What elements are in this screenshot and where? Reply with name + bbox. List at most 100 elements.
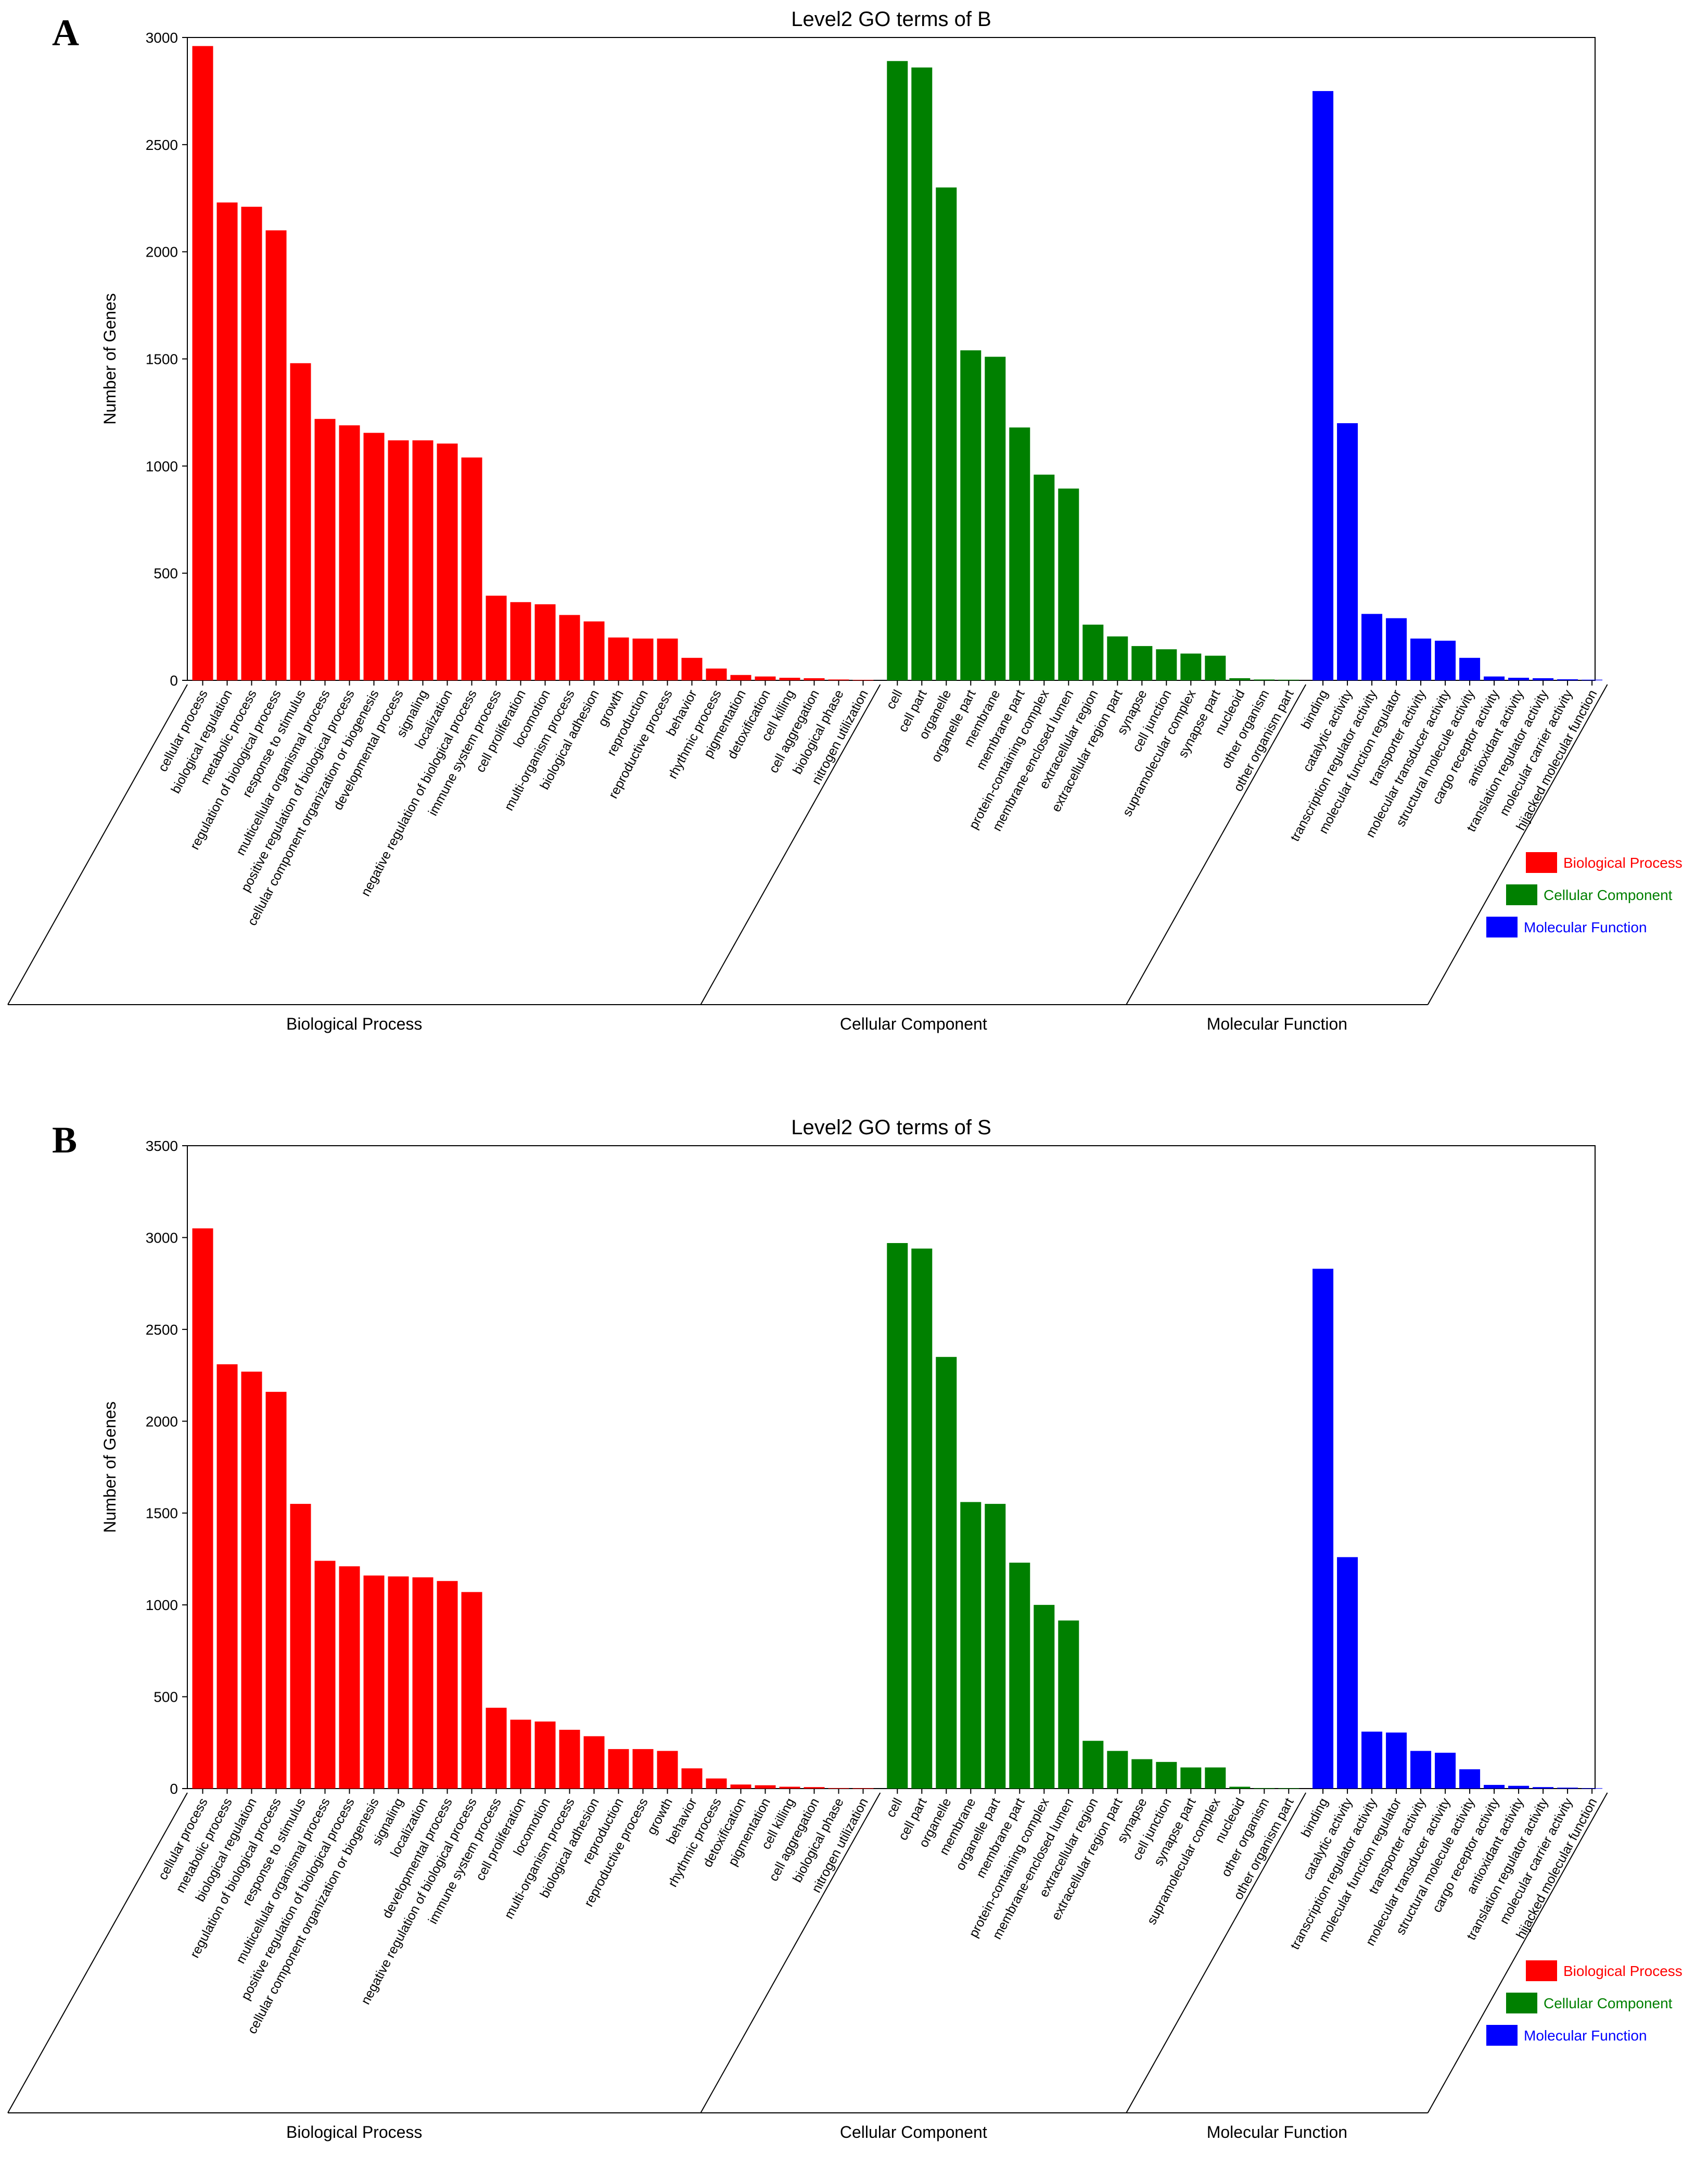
bar-reproduction [632, 638, 654, 680]
group-separator [1427, 1792, 1608, 2113]
bar-synapse [1131, 1759, 1153, 1789]
bar-cell-part [911, 1248, 933, 1789]
bar-behavior [681, 657, 703, 680]
bar-nitrogen-utilization [852, 1788, 874, 1789]
bar-locomotion [534, 604, 556, 680]
bar-locomotion [534, 1721, 556, 1789]
y-tick-label: 2000 [146, 244, 178, 260]
group-separator [7, 1792, 188, 2113]
bar-membrane-part [1009, 427, 1030, 680]
bar-cell-proliferation [510, 602, 531, 680]
bar-membrane-enclosed-lumen [1058, 488, 1079, 680]
group-separator [700, 1792, 881, 2113]
y-tick-label: 3000 [146, 30, 178, 46]
bar-synapse-part [1205, 655, 1226, 680]
bar-cell-part [911, 67, 933, 681]
y-tick-label: 2500 [146, 137, 178, 153]
bar-response-to-stimulus [290, 1504, 311, 1789]
bar-multi-organism-process [559, 1730, 580, 1789]
bar-cell-junction [1156, 1762, 1177, 1789]
group-label-molecular-function: Molecular Function [1207, 1015, 1347, 1033]
bar-catalytic-activity [1337, 423, 1358, 680]
group-label-biological-process: Biological Process [286, 1015, 422, 1033]
legend-swatch-cellular-component [1506, 1993, 1537, 2013]
bar-extracellular-region [1082, 624, 1104, 680]
y-tick-label: 0 [170, 673, 178, 689]
bar-structural-molecule-activity [1459, 1769, 1481, 1789]
group-label-cellular-component: Cellular Component [840, 2123, 987, 2141]
bar-metabolic-process [241, 207, 262, 680]
category-label-cell: cell [883, 688, 905, 712]
y-tick-label: 0 [170, 1781, 178, 1797]
bar-pigmentation [755, 1785, 776, 1789]
bar-nucleoid [1229, 1786, 1251, 1789]
bar-multicellular-organismal-process [314, 1561, 336, 1789]
bar-antioxidant-activity [1508, 1785, 1529, 1789]
bar-developmental-process [388, 440, 409, 680]
bar-supramolecular-complex [1180, 653, 1202, 680]
bar-structural-molecule-activity [1459, 657, 1481, 680]
bar-extracellular-region [1082, 1741, 1104, 1789]
bar-reproductive-process [632, 1749, 654, 1789]
bar-extracellular-region-part [1107, 1751, 1128, 1789]
bar-molecular-carrier-activity [1557, 679, 1578, 680]
bar-other-organism [1254, 1788, 1275, 1789]
bar-other-organism [1254, 679, 1275, 680]
bar-developmental-process [437, 1581, 458, 1789]
bar-cell [887, 1243, 908, 1789]
chart-title: Level2 GO terms of S [791, 1116, 991, 1139]
bar-molecular-carrier-activity [1557, 1788, 1578, 1789]
y-axis-label: Number of Genes [100, 1401, 119, 1533]
bar-cell-aggregation [804, 1787, 825, 1789]
y-tick-label: 1500 [146, 1505, 178, 1522]
bar-extracellular-region-part [1107, 636, 1128, 680]
y-tick-label: 1000 [146, 458, 178, 474]
y-tick-label: 500 [154, 565, 178, 581]
bar-metabolic-process [216, 1364, 238, 1789]
bar-signaling [388, 1576, 409, 1789]
bar-growth [657, 1751, 678, 1789]
y-tick-label: 1000 [146, 1597, 178, 1613]
bar-biological-adhesion [583, 1736, 605, 1789]
bar-transcription-regulator-activity [1361, 1731, 1383, 1789]
bar-hijacked-molecular-function [1582, 1788, 1603, 1789]
bar-biological-phase [828, 1788, 849, 1789]
panel-a: A Level2 GO terms of B 0 500 1000 1500 2000 25… [0, 0, 1708, 1082]
bar-protein-containing-complex [1034, 1605, 1055, 1789]
bar-cellular-process [192, 46, 213, 680]
bar-cellular-component-organization-or-biogenesis [363, 1575, 385, 1789]
bar-molecular-function-regulator [1386, 618, 1407, 680]
bar-molecular-transducer-activity [1435, 640, 1456, 680]
bar-regulation-of-biological-process [265, 1391, 287, 1789]
legend-label-cellular-component: Cellular Component [1544, 1995, 1673, 2011]
group-separator [1126, 1792, 1307, 2113]
bar-translation-regulator-activity [1533, 678, 1554, 680]
bar-detoxification [755, 676, 776, 680]
bar-cargo-receptor-activity [1484, 676, 1505, 680]
bar-transporter-activity [1410, 638, 1432, 680]
bar-synapse-part [1180, 1767, 1202, 1789]
y-tick-label: 500 [154, 1689, 178, 1705]
group-separator [7, 684, 188, 1005]
legend-swatch-molecular-function [1486, 917, 1518, 937]
bar-transcription-regulator-activity [1361, 614, 1383, 680]
bar-negative-regulation-of-biological-process [461, 1592, 482, 1789]
chart-body: Level2 GO terms of B 0 500 1000 1500 2000 2500… [7, 8, 1682, 1033]
bar-molecular-function-regulator [1386, 1732, 1407, 1789]
bar-cellular-process [192, 1228, 213, 1789]
bar-organelle-part [960, 350, 982, 680]
group-separator [700, 684, 881, 1005]
y-tick-label: 2500 [146, 1322, 178, 1338]
bar-cell-aggregation [804, 678, 825, 680]
bar-growth [608, 637, 629, 680]
y-tick-label: 2000 [146, 1413, 178, 1429]
group-separator [1427, 684, 1608, 1005]
bar-protein-containing-complex [1034, 474, 1055, 680]
bar-rhythmic-process [706, 668, 727, 680]
bar-other-organism-part [1278, 1788, 1299, 1789]
bar-cell [887, 61, 908, 681]
bar-organelle [936, 1357, 957, 1789]
bar-organelle [936, 187, 957, 681]
chart-body: Level2 GO terms of S 0 500 1000 1500 2000 2500… [7, 1116, 1682, 2141]
bar-transporter-activity [1410, 1751, 1432, 1789]
